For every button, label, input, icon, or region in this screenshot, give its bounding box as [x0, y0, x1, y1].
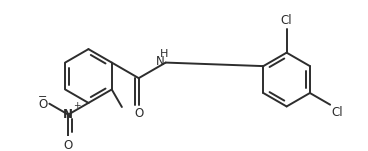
Text: N: N: [63, 108, 73, 121]
Text: +: +: [73, 101, 81, 110]
Text: O: O: [38, 98, 47, 111]
Text: N: N: [156, 55, 164, 68]
Text: Cl: Cl: [332, 106, 343, 119]
Text: Cl: Cl: [281, 14, 293, 27]
Text: O: O: [64, 138, 73, 151]
Text: H: H: [160, 49, 169, 59]
Text: O: O: [134, 107, 144, 120]
Text: −: −: [38, 92, 47, 102]
